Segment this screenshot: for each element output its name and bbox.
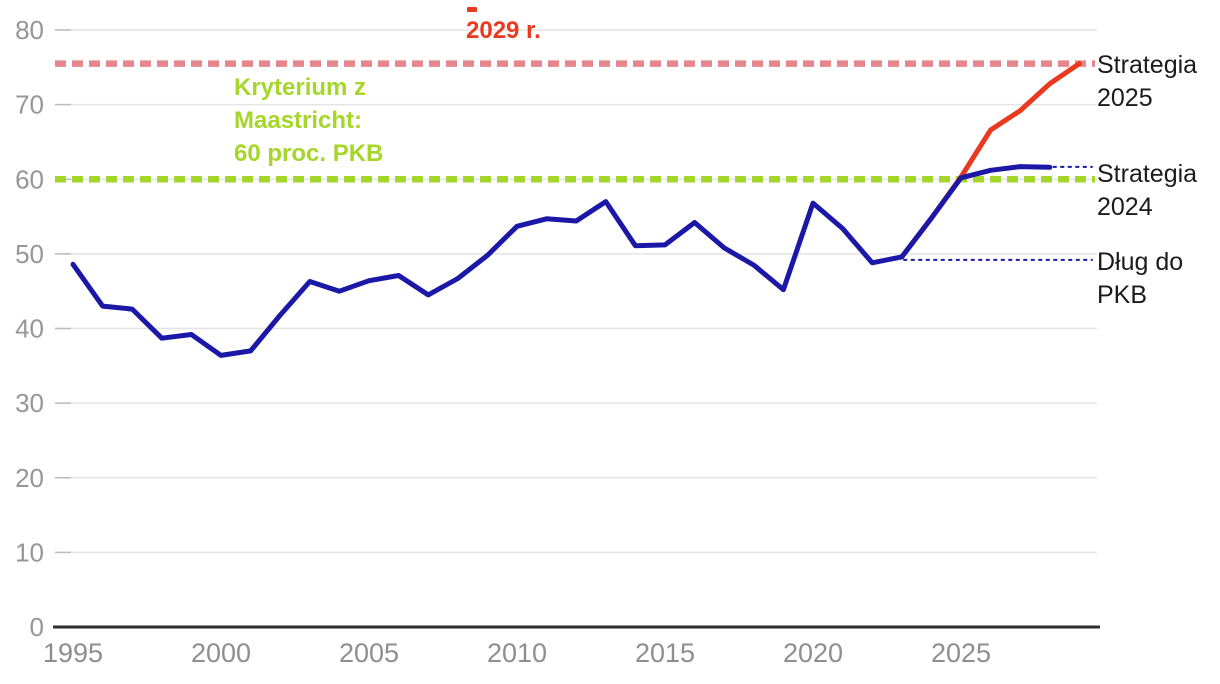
y-axis-tick-label: 40 [15,314,44,344]
y-axis-tick-label: 60 [15,164,44,194]
series-label-strategia-2024: Strategia 2024 [1097,160,1198,221]
series-label-strategia-2025: Strategia 2025 [1097,51,1198,112]
y-axis-tick-label: 50 [15,239,44,269]
annotation-2029-label: 2029 r. [466,17,541,44]
x-axis-tick-label: 2020 [783,638,843,668]
y-axis-tick-label: 80 [15,15,44,45]
y-axis-tick-label: 30 [15,388,44,418]
annotation-maastricht-criterion: Kryterium z Maastricht: 60 proc. PKB [234,74,384,167]
x-axis-tick-label: 1995 [43,638,103,668]
x-axis-tick-label: 2005 [339,638,399,668]
series-line-strategia-2024 [899,164,1053,260]
x-axis-tick-label: 2010 [487,638,547,668]
series-line-strategia-2025 [899,61,1082,260]
x-axis-tick-label: 2000 [191,638,251,668]
series-line-d-ug-do-pkb [70,199,905,358]
x-axis-tick-label: 2015 [635,638,695,668]
series-label-dlug-do-pkb: Dług do PKB [1097,248,1184,309]
y-axis-tick-label: 70 [15,90,44,120]
x-axis-tick-label: 2025 [931,638,991,668]
y-axis-tick-label: 10 [15,537,44,567]
y-axis-tick-label: 0 [30,612,44,642]
annotation-2029-marker-dot [467,7,477,12]
y-axis-tick-label: 20 [15,463,44,493]
